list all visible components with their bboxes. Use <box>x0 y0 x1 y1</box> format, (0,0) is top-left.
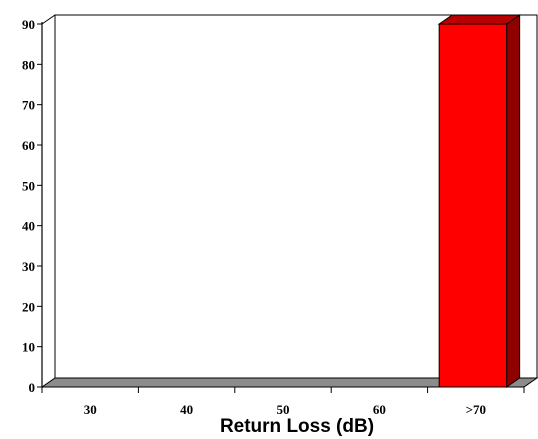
y-tick-label: 60 <box>22 138 35 153</box>
y-tick-label: 50 <box>22 178 35 193</box>
chart-floor <box>40 377 538 388</box>
x-tick-label: >70 <box>466 402 486 417</box>
y-tick-label: 20 <box>22 299 35 314</box>
y-tick-label: 40 <box>22 219 35 234</box>
y-tick-label: 0 <box>29 380 36 395</box>
chart-bars <box>437 14 522 388</box>
left-wall-top-edge <box>41 14 56 25</box>
x-tick-label: 40 <box>180 402 193 417</box>
x-tick-label: 30 <box>84 402 97 417</box>
y-tick-label: 70 <box>22 98 35 113</box>
floor-plane <box>40 377 538 388</box>
bar-side <box>506 14 521 388</box>
x-axis-title: Return Loss (dB) <box>220 416 374 437</box>
bar-front <box>438 23 508 388</box>
x-tick-label: 60 <box>373 402 386 417</box>
x-tick-label: 50 <box>277 402 290 417</box>
bar-top <box>437 14 522 25</box>
bar-70 <box>437 14 522 388</box>
y-tick-label: 10 <box>22 340 35 355</box>
x-axis-ticks: 30 40 50 60 >70 <box>41 387 525 417</box>
y-tick-label: 30 <box>22 259 35 274</box>
y-axis-ticks: 0 10 20 30 40 50 60 70 80 90 <box>22 17 42 395</box>
y-tick-label: 90 <box>22 17 35 32</box>
y-tick-label: 80 <box>22 57 35 72</box>
